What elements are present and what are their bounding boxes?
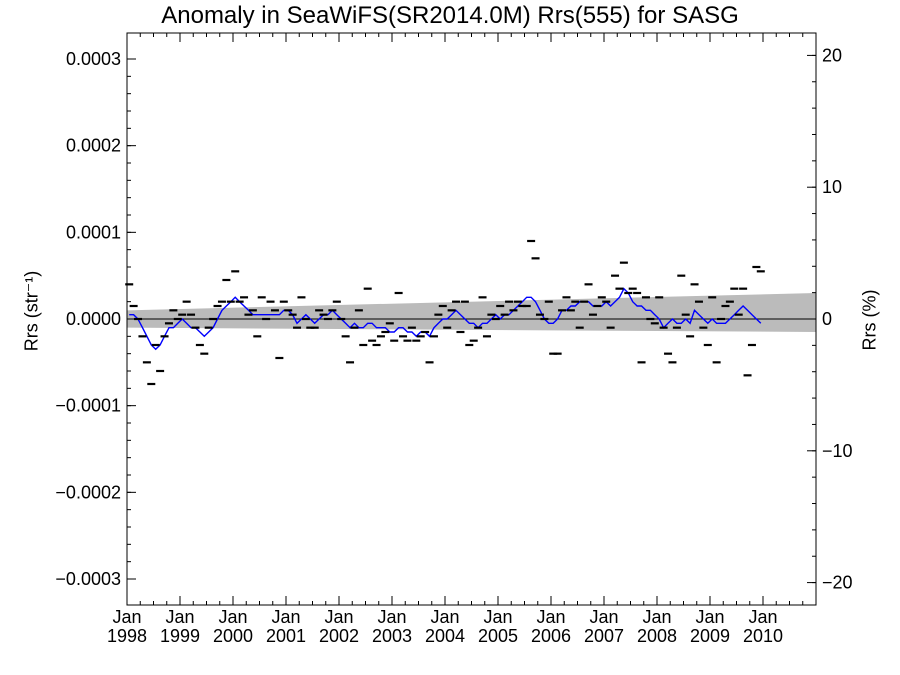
left-axis-label: Rrs (str⁻¹) [21, 270, 42, 352]
x-tick-month-label: Jan [218, 607, 247, 627]
uncertainty-band [127, 293, 816, 332]
x-tick-month-label: Jan [695, 607, 724, 627]
x-tick-year-label: 2004 [425, 626, 465, 646]
y-right-tick-label: 10 [822, 177, 842, 197]
x-tick-year-label: 1998 [107, 626, 147, 646]
x-tick-month-label: Jan [112, 607, 141, 627]
x-tick-year-label: 2008 [637, 626, 677, 646]
x-tick-month-label: Jan [430, 607, 459, 627]
tick-labels-layer: 0.0003 0.0002 0.0001 0.0000 −0.0001 −0.0002 −0… [55, 45, 852, 646]
y-left-tick-label: −0.0003 [55, 569, 121, 589]
right-axis-label: Rrs (%) [859, 289, 880, 351]
y-right-tick-label: 20 [822, 45, 842, 65]
x-tick-year-label: 2007 [584, 626, 624, 646]
uncertainty-band-layer [127, 293, 816, 332]
smoothed-line-layer [129, 287, 762, 351]
y-left-tick-label: 0.0002 [66, 136, 121, 156]
x-tick-month-label: Jan [271, 607, 300, 627]
x-tick-year-label: 2009 [690, 626, 730, 646]
monthly-markers-layer [125, 239, 765, 386]
smoothed-anomaly-line [129, 287, 762, 351]
y-right-tick-label: −20 [822, 573, 853, 593]
x-tick-year-label: 2006 [531, 626, 571, 646]
x-tick-year-label: 2000 [213, 626, 253, 646]
x-tick-month-label: Jan [748, 607, 777, 627]
x-tick-month-label: Jan [324, 607, 353, 627]
x-tick-month-label: Jan [483, 607, 512, 627]
y-left-tick-label: 0.0000 [66, 309, 121, 329]
y-left-tick-label: 0.0003 [66, 49, 121, 69]
y-right-tick-label: −10 [822, 441, 853, 461]
x-tick-month-label: Jan [589, 607, 618, 627]
x-tick-year-label: 2002 [319, 626, 359, 646]
y-left-tick-label: −0.0001 [55, 396, 121, 416]
chart-title: Anomaly in SeaWiFS(SR2014.0M) Rrs(555) f… [161, 2, 739, 29]
y-left-tick-label: −0.0002 [55, 482, 121, 502]
y-left-tick-label: 0.0001 [66, 222, 121, 242]
axes-layer [126, 32, 817, 606]
x-tick-year-label: 2005 [478, 626, 518, 646]
x-tick-year-label: 2001 [266, 626, 306, 646]
x-tick-month-label: Jan [642, 607, 671, 627]
x-tick-year-label: 2003 [372, 626, 412, 646]
y-right-tick-label: 0 [822, 309, 832, 329]
x-tick-month-label: Jan [165, 607, 194, 627]
x-tick-month-label: Jan [536, 607, 565, 627]
x-tick-year-label: 1999 [160, 626, 200, 646]
x-tick-month-label: Jan [377, 607, 406, 627]
x-tick-year-label: 2010 [743, 626, 783, 646]
